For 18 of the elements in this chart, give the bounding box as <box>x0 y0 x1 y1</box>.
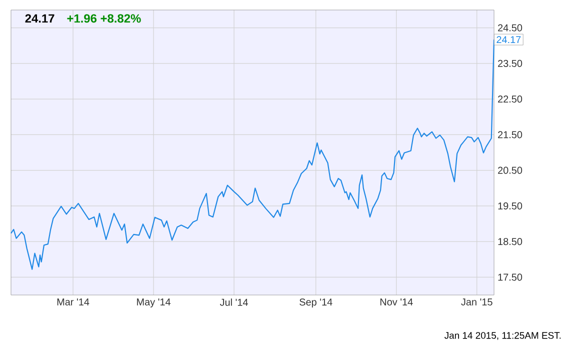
annotation: 24.17 <box>496 36 521 44</box>
y-tick-label: 22.50 <box>498 96 522 103</box>
x-tick-label: Sep '14 <box>300 298 332 308</box>
y-tick-label: 23.50 <box>498 60 522 67</box>
x-tick-label: Jul '14 <box>220 298 248 306</box>
y-tick-label: 17.50 <box>498 274 522 281</box>
chart-title: 24.17 <box>25 14 54 23</box>
text: Jan 14 2015, 11:25AM EST. <box>444 332 561 340</box>
x-tick-label: Mar '14 <box>57 298 90 306</box>
y-tick-label: 18.50 <box>498 238 522 246</box>
chart-subtitle: +1.96 +8.82% <box>67 14 141 23</box>
y-tick-label: 24.50 <box>498 24 522 32</box>
y-tick-label: 21.50 <box>498 131 522 138</box>
y-tick-label: 20.50 <box>498 166 522 174</box>
x-tick-label: Nov '14 <box>380 298 413 306</box>
y-tick-label: 19.50 <box>498 202 522 210</box>
x-tick-label: Jan '15 <box>461 298 492 306</box>
x-tick-label: May '14 <box>137 298 171 308</box>
